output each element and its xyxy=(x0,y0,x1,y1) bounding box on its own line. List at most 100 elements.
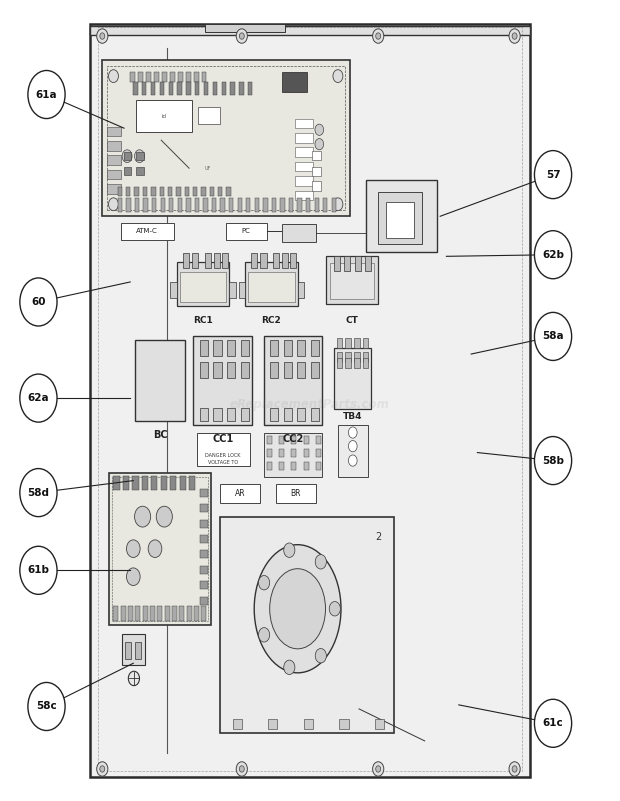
FancyBboxPatch shape xyxy=(186,82,190,95)
FancyBboxPatch shape xyxy=(212,198,216,212)
FancyBboxPatch shape xyxy=(214,253,220,268)
FancyBboxPatch shape xyxy=(228,340,236,356)
Circle shape xyxy=(333,198,343,211)
FancyBboxPatch shape xyxy=(366,180,437,252)
Ellipse shape xyxy=(254,545,341,673)
FancyBboxPatch shape xyxy=(122,634,145,665)
FancyBboxPatch shape xyxy=(202,187,206,196)
FancyBboxPatch shape xyxy=(298,282,304,298)
Circle shape xyxy=(135,506,151,527)
Ellipse shape xyxy=(270,569,326,649)
FancyBboxPatch shape xyxy=(294,133,313,143)
Text: RC2: RC2 xyxy=(261,316,281,325)
Text: 61c: 61c xyxy=(542,718,564,728)
FancyBboxPatch shape xyxy=(323,198,327,212)
FancyBboxPatch shape xyxy=(150,606,155,621)
FancyBboxPatch shape xyxy=(128,606,133,621)
FancyBboxPatch shape xyxy=(291,462,296,470)
Text: DANGER LOCK: DANGER LOCK xyxy=(205,453,241,458)
FancyBboxPatch shape xyxy=(135,340,185,421)
FancyBboxPatch shape xyxy=(121,606,126,621)
FancyBboxPatch shape xyxy=(306,198,311,212)
FancyBboxPatch shape xyxy=(168,187,172,196)
FancyBboxPatch shape xyxy=(304,719,313,729)
Circle shape xyxy=(236,29,247,43)
FancyBboxPatch shape xyxy=(282,253,288,268)
FancyBboxPatch shape xyxy=(354,358,360,368)
FancyBboxPatch shape xyxy=(151,476,157,490)
FancyBboxPatch shape xyxy=(161,476,167,490)
FancyBboxPatch shape xyxy=(136,167,144,175)
FancyBboxPatch shape xyxy=(267,449,272,457)
FancyBboxPatch shape xyxy=(107,127,121,136)
FancyBboxPatch shape xyxy=(213,408,221,421)
Circle shape xyxy=(97,762,108,776)
Circle shape xyxy=(315,554,326,569)
FancyBboxPatch shape xyxy=(226,223,267,240)
FancyBboxPatch shape xyxy=(200,489,208,497)
FancyBboxPatch shape xyxy=(294,176,313,186)
FancyBboxPatch shape xyxy=(363,352,368,362)
Circle shape xyxy=(284,660,295,674)
FancyBboxPatch shape xyxy=(200,582,208,590)
FancyBboxPatch shape xyxy=(294,162,313,171)
FancyBboxPatch shape xyxy=(180,476,186,490)
FancyBboxPatch shape xyxy=(162,72,167,82)
FancyBboxPatch shape xyxy=(193,72,198,82)
Circle shape xyxy=(534,437,572,485)
FancyBboxPatch shape xyxy=(151,187,156,196)
FancyBboxPatch shape xyxy=(316,449,321,457)
Circle shape xyxy=(236,762,247,776)
FancyBboxPatch shape xyxy=(176,187,180,196)
Text: TB4: TB4 xyxy=(342,412,362,421)
FancyBboxPatch shape xyxy=(337,358,342,368)
FancyBboxPatch shape xyxy=(136,152,144,160)
Circle shape xyxy=(534,699,572,747)
FancyBboxPatch shape xyxy=(298,340,306,356)
FancyBboxPatch shape xyxy=(291,436,296,444)
Circle shape xyxy=(126,540,140,557)
FancyBboxPatch shape xyxy=(152,198,156,212)
FancyBboxPatch shape xyxy=(177,82,182,95)
FancyBboxPatch shape xyxy=(198,107,220,124)
FancyBboxPatch shape xyxy=(107,170,121,179)
FancyBboxPatch shape xyxy=(178,198,182,212)
Circle shape xyxy=(122,150,132,163)
Circle shape xyxy=(126,568,140,586)
FancyBboxPatch shape xyxy=(204,82,208,95)
FancyBboxPatch shape xyxy=(159,187,164,196)
Circle shape xyxy=(509,29,520,43)
FancyBboxPatch shape xyxy=(135,642,141,659)
FancyBboxPatch shape xyxy=(200,362,208,378)
FancyBboxPatch shape xyxy=(231,82,235,95)
FancyBboxPatch shape xyxy=(332,198,336,212)
FancyBboxPatch shape xyxy=(200,566,208,574)
FancyBboxPatch shape xyxy=(267,462,272,470)
FancyBboxPatch shape xyxy=(143,187,147,196)
FancyBboxPatch shape xyxy=(135,198,140,212)
Circle shape xyxy=(373,29,384,43)
FancyBboxPatch shape xyxy=(345,338,351,348)
Circle shape xyxy=(239,33,244,39)
FancyBboxPatch shape xyxy=(283,340,291,356)
FancyBboxPatch shape xyxy=(298,408,306,421)
Text: BC: BC xyxy=(153,430,167,440)
FancyBboxPatch shape xyxy=(180,606,185,621)
Circle shape xyxy=(376,33,381,39)
FancyBboxPatch shape xyxy=(200,550,208,558)
FancyBboxPatch shape xyxy=(298,198,302,212)
FancyBboxPatch shape xyxy=(108,473,211,625)
FancyBboxPatch shape xyxy=(345,352,351,362)
FancyBboxPatch shape xyxy=(113,476,120,490)
Circle shape xyxy=(376,766,381,772)
Text: id: id xyxy=(162,114,167,119)
FancyBboxPatch shape xyxy=(232,719,242,729)
FancyBboxPatch shape xyxy=(170,476,176,490)
FancyBboxPatch shape xyxy=(200,504,208,512)
FancyBboxPatch shape xyxy=(221,198,225,212)
Text: 62b: 62b xyxy=(542,250,564,260)
Circle shape xyxy=(28,682,65,731)
FancyBboxPatch shape xyxy=(133,476,138,490)
Circle shape xyxy=(128,671,140,686)
FancyBboxPatch shape xyxy=(270,362,278,378)
